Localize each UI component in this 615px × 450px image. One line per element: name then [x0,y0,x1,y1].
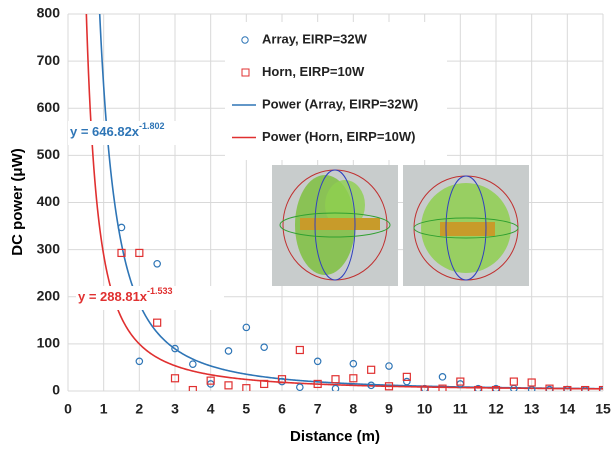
y-tick-label: 300 [37,240,61,256]
data-point [438,373,447,381]
data-point [403,377,411,386]
y-tick-label: 100 [37,335,61,351]
x-tick-label: 0 [64,401,72,417]
y-tick-label: 600 [37,99,61,115]
data-point [367,381,375,390]
data-point [296,383,304,391]
x-tick-label: 15 [595,401,611,417]
data-point [277,375,287,384]
trendline [85,14,603,390]
legend-label: Horn, EIRP=10W [262,64,365,79]
data-point [242,384,251,391]
antenna [440,222,495,236]
axis-ring [279,212,391,238]
data-point [117,223,126,232]
data-point [545,384,554,391]
data-point [349,359,358,368]
axis-ring [413,217,519,239]
x-tick-label: 1 [100,401,108,417]
axis-ring [314,169,356,281]
data-point [420,385,429,391]
data-point [171,344,179,353]
data-point [438,384,447,391]
x-tick-label: 12 [488,401,504,417]
data-point [545,385,554,391]
axis-ring [445,175,487,281]
y-tick-label: 400 [37,193,61,209]
antenna-pattern-images [272,165,529,286]
data-point [135,357,144,366]
data-point [563,385,572,391]
trendline-equation: y = 646.82x-1.802 [70,121,165,139]
x-tick-label: 10 [417,401,433,417]
x-tick-label: 9 [385,401,393,417]
data-point [224,381,233,390]
x-tick-label: 13 [524,401,540,417]
data-point [224,347,233,355]
legend-marker [241,68,250,77]
legend-label: Array, EIRP=32W [262,31,368,46]
equation-text: y = 288.81x [78,289,148,304]
x-tick-label: 2 [135,401,143,417]
data-point [474,385,483,391]
antenna [300,218,380,230]
x-tick-label: 14 [560,401,576,417]
data-point [598,385,603,391]
trendline-equation: y = 288.81x-1.533 [78,286,173,304]
x-axis-label: Distance (m) [290,428,380,445]
y-tick-label: 200 [37,287,61,303]
data-point [331,384,340,391]
data-point [509,377,518,386]
data-point [242,323,251,332]
legend-label: Power (Horn, EIRP=10W) [262,129,416,144]
data-point [402,372,411,381]
y-tick-label: 0 [52,382,60,398]
legend-label: Power (Array, EIRP=32W) [262,96,418,111]
data-point [170,374,180,383]
data-point [581,385,590,391]
data-point [385,362,393,370]
data-point [206,376,215,385]
x-tick-label: 7 [314,401,322,417]
data-point [153,259,161,268]
data-point [117,248,126,258]
data-point [367,365,376,374]
data-point [456,377,465,386]
y-tick-label: 500 [37,146,61,162]
data-point [260,343,268,351]
legend-marker [241,36,249,44]
x-tick-label: 11 [453,401,468,417]
data-point [135,248,144,258]
y-tick-label: 700 [37,52,61,68]
data-point [331,375,340,384]
equation-exponent: -1.533 [147,286,173,296]
data-point [188,385,197,391]
x-tick-label: 8 [349,401,357,417]
data-point [313,357,322,366]
data-point [527,378,536,387]
y-axis-label: DC power (μW) [9,148,26,256]
data-point [491,385,501,391]
equation-exponent: -1.802 [139,121,165,131]
data-point [260,379,269,389]
legend-box [225,22,447,160]
x-tick-label: 3 [171,401,179,417]
equation-box [76,286,224,310]
data-point [153,318,162,327]
data-point [295,345,304,355]
y-tick-label: 800 [37,5,61,21]
data-point [349,374,358,383]
x-tick-label: 5 [242,401,250,417]
data-point [313,379,322,389]
x-tick-label: 6 [278,401,286,417]
data-point [384,382,394,391]
x-tick-label: 4 [207,401,215,417]
equation-box [68,121,180,145]
equation-text: y = 646.82x [70,124,140,139]
data-point [189,360,197,368]
